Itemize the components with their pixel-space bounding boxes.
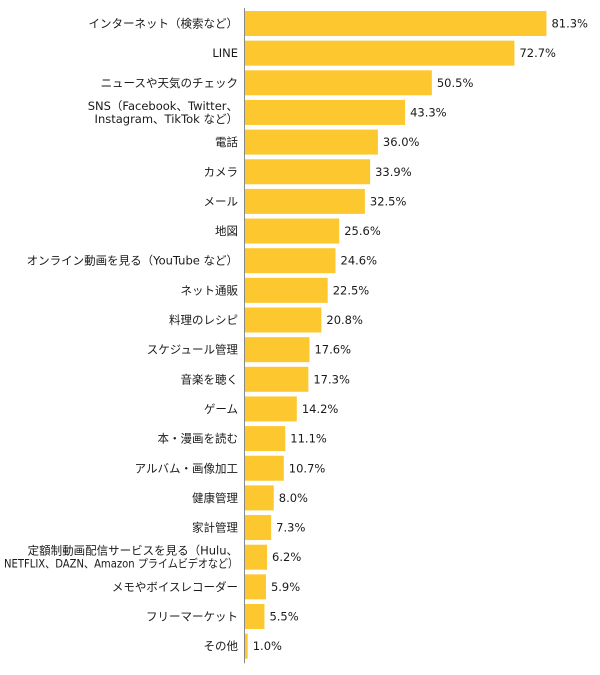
category-label: ネット通販 xyxy=(181,283,239,297)
value-label: 81.3% xyxy=(551,17,588,31)
category-label: Instagram、TikTok など） xyxy=(95,112,238,126)
value-label: 20.8% xyxy=(326,313,363,327)
value-label: 32.5% xyxy=(370,194,407,208)
value-label: 17.6% xyxy=(314,343,351,357)
bar xyxy=(244,455,284,481)
category-label: SNS（Facebook、Twitter、 xyxy=(88,99,238,113)
bars-group xyxy=(244,11,547,659)
value-label: 25.6% xyxy=(344,224,381,238)
bar xyxy=(244,70,432,96)
bar xyxy=(244,307,322,333)
category-label: インターネット（検索など） xyxy=(89,17,239,31)
category-label: ニュースや天気のチェック xyxy=(101,76,238,90)
bar xyxy=(244,99,406,125)
category-label: 定額制動画配信サービスを見る（Hulu、 xyxy=(28,544,238,558)
bar xyxy=(244,129,378,155)
value-label: 50.5% xyxy=(437,76,474,90)
category-label: その他 xyxy=(204,639,239,653)
bar xyxy=(244,426,286,452)
value-label: 33.9% xyxy=(375,165,412,179)
bar xyxy=(244,159,371,185)
value-label: 17.3% xyxy=(313,372,350,386)
category-label: LINE xyxy=(212,46,238,60)
category-label: 料理のレシピ xyxy=(169,313,238,327)
value-label: 6.2% xyxy=(272,550,301,564)
value-label: 24.6% xyxy=(341,254,378,268)
value-label: 8.0% xyxy=(279,491,308,505)
value-label: 11.1% xyxy=(290,432,327,446)
category-label: 電話 xyxy=(215,135,238,149)
category-label: メール xyxy=(204,194,239,208)
value-label: 5.5% xyxy=(269,610,298,624)
category-label: 地図 xyxy=(215,224,238,238)
bar xyxy=(244,604,265,629)
category-label: 本・漫画を読む xyxy=(158,432,239,446)
category-label: オンライン動画を見る（YouTube など） xyxy=(27,254,238,268)
category-labels-group: インターネット（検索など） LINE ニュースや天気のチェック SNS（Faceboo… xyxy=(4,17,238,654)
value-labels-group: 81.3% 72.7% 50.5% 43.3% 36.0% 33.9% 32.5% 25.6%… xyxy=(253,17,588,654)
bar xyxy=(244,11,547,36)
bar xyxy=(244,218,340,244)
category-label: スケジュール管理 xyxy=(147,343,239,357)
bar xyxy=(244,337,310,363)
value-label: 5.9% xyxy=(271,580,300,594)
value-label: 72.7% xyxy=(519,46,556,60)
category-label: 音楽を聴く xyxy=(181,372,239,386)
category-label: 健康管理 xyxy=(192,491,238,505)
value-label: 7.3% xyxy=(276,521,305,535)
value-label: 14.2% xyxy=(302,402,339,416)
bar xyxy=(244,40,515,66)
bar xyxy=(244,633,248,659)
bar xyxy=(244,248,336,274)
bar xyxy=(244,485,274,511)
category-label: カメラ xyxy=(204,165,239,179)
value-label: 1.0% xyxy=(253,639,282,653)
value-label: 10.7% xyxy=(289,461,326,475)
value-label: 36.0% xyxy=(383,135,420,149)
category-label: 家計管理 xyxy=(192,521,238,535)
category-label: メモやボイスレコーダー xyxy=(112,580,238,594)
category-label: ゲーム xyxy=(204,402,238,416)
bar xyxy=(244,277,328,303)
value-label: 22.5% xyxy=(333,283,370,297)
bar xyxy=(244,366,309,392)
bar xyxy=(244,515,272,541)
bar xyxy=(244,574,266,600)
bar xyxy=(244,544,268,570)
bar xyxy=(244,188,365,214)
category-label: フリーマーケット xyxy=(146,610,238,624)
value-label: 43.3% xyxy=(410,105,447,119)
bar xyxy=(244,396,297,422)
category-label: アルバム・画像加工 xyxy=(135,461,238,475)
category-label: NETFLIX、DAZN、Amazon プライムビデオなど） xyxy=(4,557,238,571)
